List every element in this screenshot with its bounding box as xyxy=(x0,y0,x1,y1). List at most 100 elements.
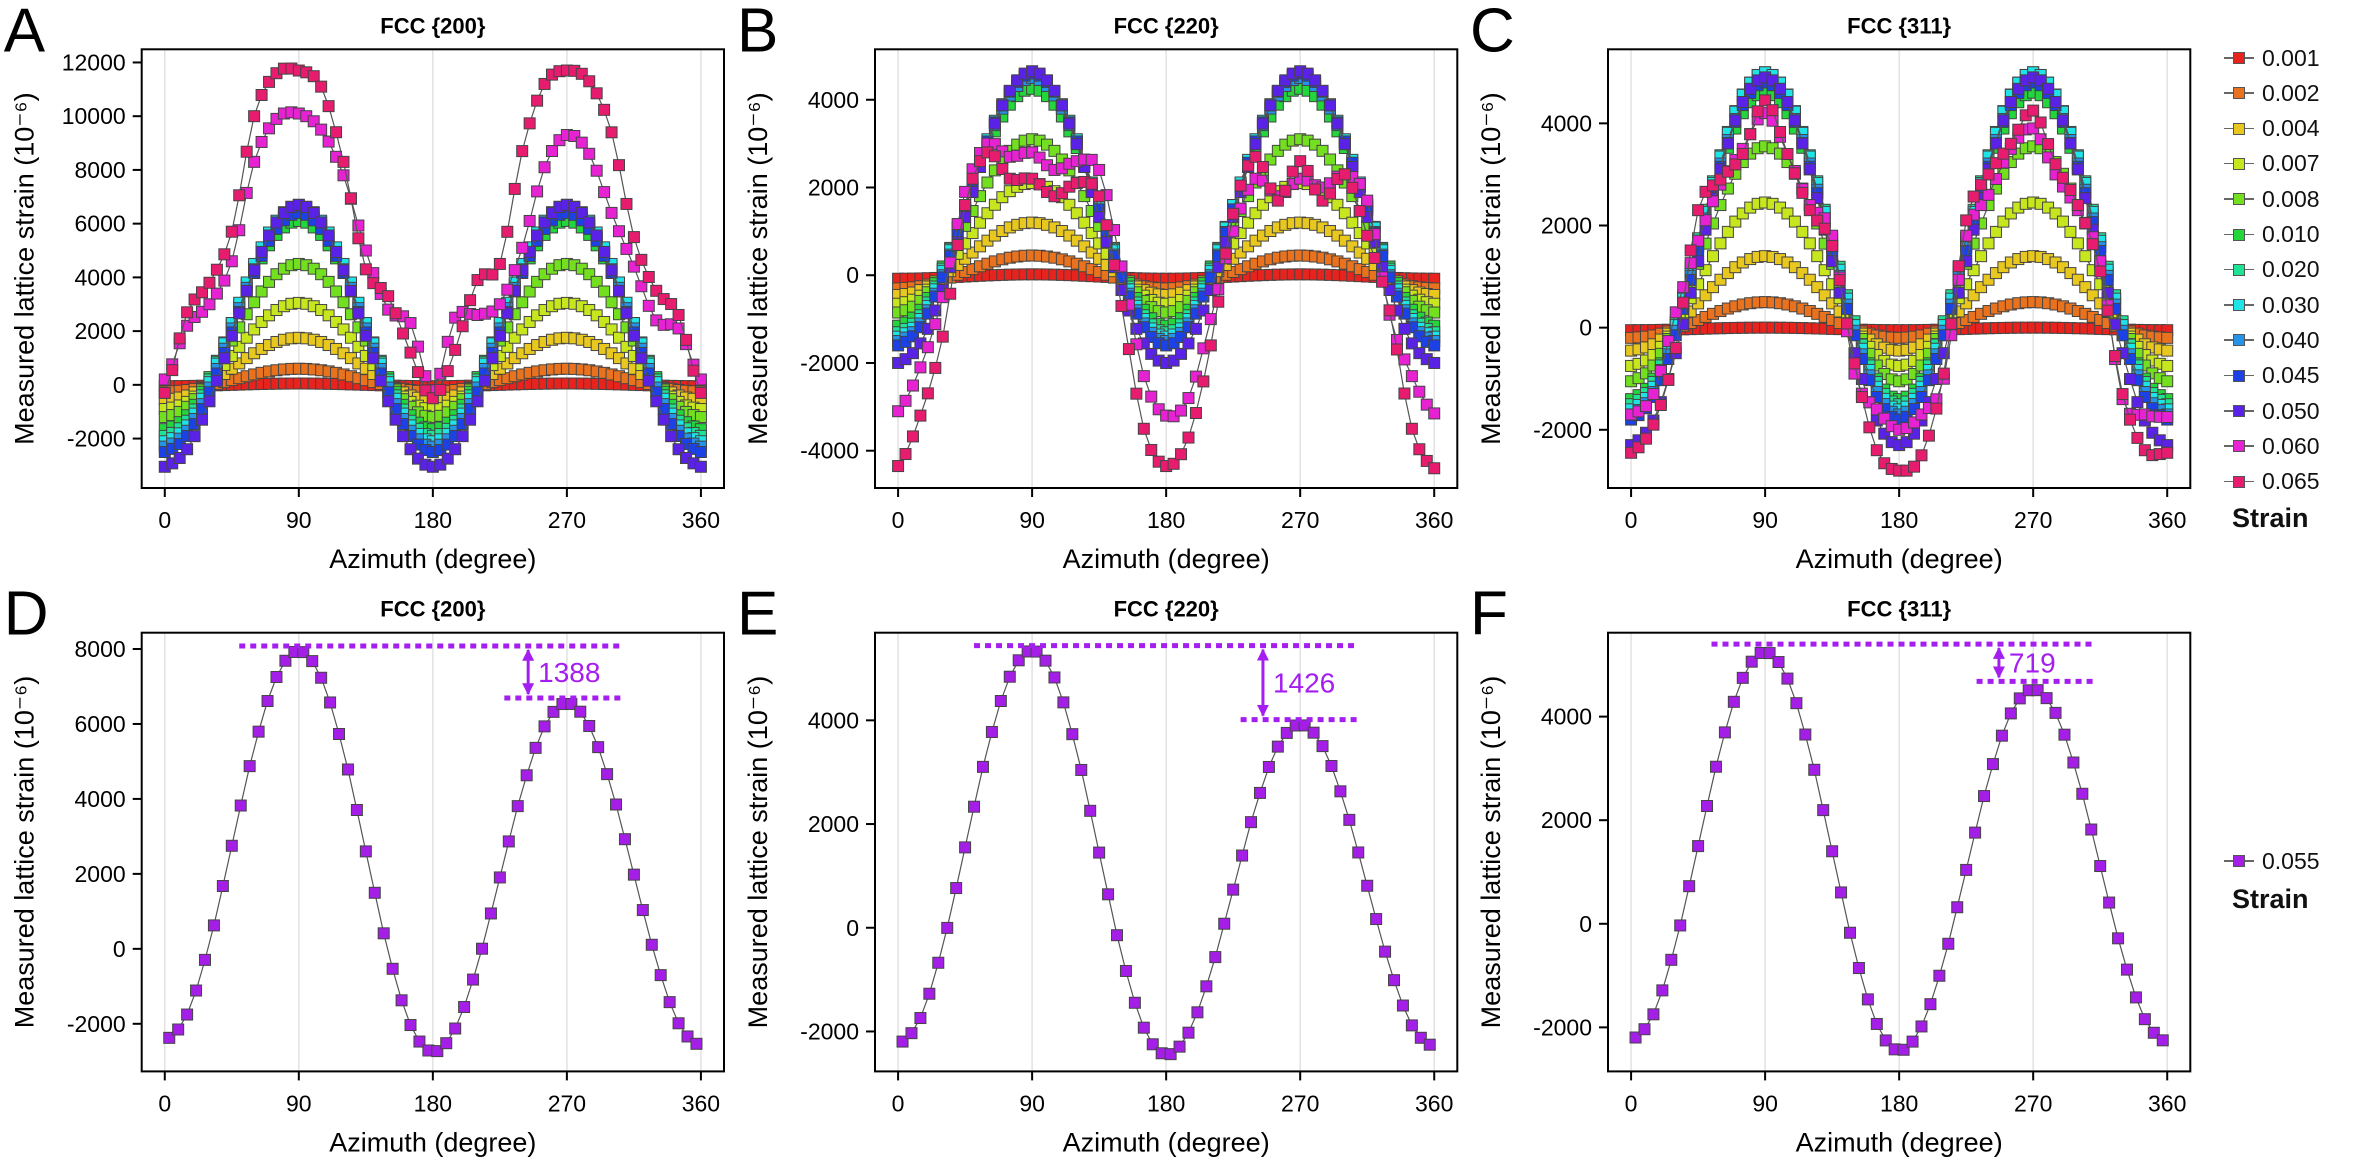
data-point xyxy=(511,800,524,813)
data-point xyxy=(2161,375,2174,388)
legend-item-0.001: 0.001 xyxy=(2222,43,2320,73)
data-point xyxy=(1145,390,1158,403)
data-point xyxy=(1803,204,1816,217)
data-point xyxy=(966,246,979,259)
data-point xyxy=(590,164,603,177)
data-point xyxy=(1699,289,1712,302)
data-point xyxy=(1338,138,1351,151)
data-point xyxy=(218,248,231,261)
legend-title: Strain xyxy=(2232,503,2309,533)
data-point xyxy=(605,323,618,336)
data-point xyxy=(158,373,171,386)
data-point xyxy=(1654,399,1667,412)
data-point xyxy=(1128,996,1141,1009)
data-point xyxy=(1003,670,1016,683)
data-point xyxy=(929,304,942,317)
data-point xyxy=(1428,356,1441,369)
data-point xyxy=(531,229,544,242)
data-point xyxy=(508,331,521,344)
data-point xyxy=(207,919,220,932)
data-point xyxy=(2086,289,2099,302)
data-point xyxy=(456,430,469,443)
data-point xyxy=(1301,164,1314,177)
data-point xyxy=(568,200,581,213)
data-point xyxy=(1279,74,1292,87)
series-0.050 xyxy=(158,198,707,473)
data-point xyxy=(1264,182,1277,195)
data-point xyxy=(1245,816,1258,829)
data-point xyxy=(1271,194,1284,207)
data-point xyxy=(1316,84,1329,97)
difference-label: 719 xyxy=(2009,648,2056,679)
legend-label: 0.002 xyxy=(2262,79,2320,106)
data-point xyxy=(1774,82,1787,95)
data-point xyxy=(368,886,381,899)
data-point xyxy=(906,330,919,343)
data-point xyxy=(973,216,986,229)
data-point xyxy=(1759,94,1772,107)
data-point xyxy=(2042,138,2055,151)
data-point xyxy=(397,430,410,443)
data-point xyxy=(2004,137,2017,150)
data-point xyxy=(680,333,693,346)
data-point xyxy=(966,227,979,240)
data-point xyxy=(1334,785,1347,798)
plot-frame xyxy=(874,631,1459,1073)
data-point xyxy=(2161,331,2174,344)
data-point xyxy=(627,868,640,881)
data-point xyxy=(985,726,998,739)
data-point xyxy=(1048,671,1061,684)
data-point xyxy=(1383,304,1396,317)
data-point xyxy=(1100,219,1113,232)
data-point xyxy=(1093,846,1106,859)
data-point xyxy=(458,1001,471,1014)
data-point xyxy=(233,307,246,320)
data-point xyxy=(1055,187,1068,200)
data-point xyxy=(1234,246,1247,259)
data-point xyxy=(300,200,313,213)
data-point xyxy=(1396,999,1409,1012)
x-tick-label: 180 xyxy=(1147,507,1185,533)
data-point xyxy=(1164,1048,1177,1061)
data-point xyxy=(1197,375,1210,388)
data-point xyxy=(337,169,350,182)
data-point xyxy=(1701,799,1714,812)
data-point xyxy=(574,705,587,718)
data-point xyxy=(508,264,521,277)
data-point xyxy=(598,245,611,258)
data-point xyxy=(642,374,655,387)
data-point xyxy=(1930,402,1943,415)
data-point xyxy=(210,263,223,276)
data-point xyxy=(529,741,542,754)
panel-letter: E xyxy=(737,580,778,649)
data-point xyxy=(1191,1006,1204,1019)
data-point xyxy=(216,880,229,893)
y-tick-label: 2000 xyxy=(808,811,859,837)
data-point xyxy=(1952,260,1965,273)
data-point xyxy=(1428,339,1441,352)
data-point xyxy=(1790,697,1803,710)
data-point xyxy=(1145,330,1158,343)
data-point xyxy=(263,122,276,135)
data-point xyxy=(501,225,514,238)
data-point xyxy=(2109,350,2122,363)
data-point xyxy=(1309,183,1322,196)
data-point xyxy=(523,315,536,328)
data-point xyxy=(404,346,417,359)
data-point xyxy=(2156,1034,2169,1047)
plot-frame xyxy=(140,48,725,490)
data-point xyxy=(642,299,655,312)
data-point xyxy=(657,413,670,426)
data-point xyxy=(1316,144,1329,157)
data-point xyxy=(1945,302,1958,315)
data-point xyxy=(1952,273,1965,286)
legend-item-0.065: 0.065 xyxy=(2222,467,2320,497)
data-point xyxy=(672,1017,685,1030)
data-point xyxy=(1070,138,1083,151)
y-tick-label: 4000 xyxy=(808,87,859,113)
data-point xyxy=(1937,347,1950,360)
data-point xyxy=(1368,252,1381,265)
data-point xyxy=(1376,275,1389,288)
panel-title: FCC {311} xyxy=(1847,597,1951,622)
data-point xyxy=(1766,104,1779,117)
